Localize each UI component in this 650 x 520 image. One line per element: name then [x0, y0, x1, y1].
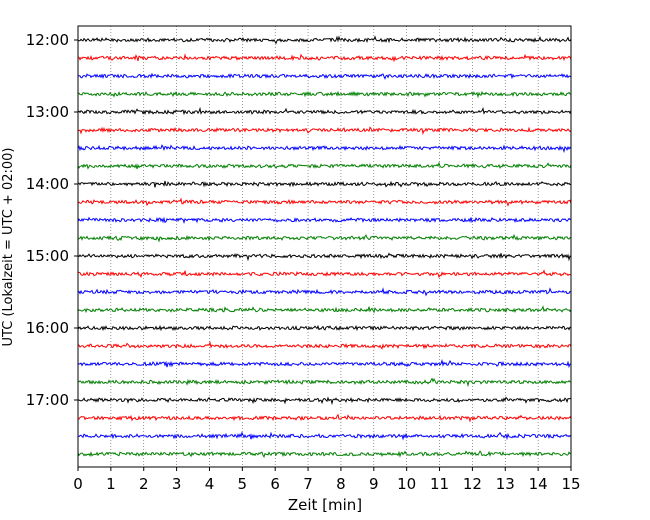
x-tick-label: 0	[73, 475, 83, 493]
x-tick-label: 3	[172, 475, 182, 493]
plot-frame	[77, 25, 572, 468]
y-tick-label: 13:00	[26, 103, 69, 121]
trace-1330	[77, 144, 572, 154]
y-tick-label: 16:00	[26, 319, 69, 337]
trace-1615	[77, 340, 572, 350]
x-axis-label: Zeit [min]	[288, 496, 362, 514]
trace-1230	[77, 72, 572, 80]
trace-1415	[77, 197, 572, 207]
trace-1300	[77, 106, 572, 116]
x-tick-label: 15	[561, 475, 580, 493]
y-axis-ticks: 12:00 13:00 14:00 15:00 16:00 17:00	[26, 31, 78, 409]
trace-1715	[77, 413, 572, 423]
trace-1745	[77, 450, 572, 458]
x-tick-label: 8	[336, 475, 346, 493]
x-tick-label: 13	[496, 475, 515, 493]
trace-1545	[77, 305, 572, 314]
trace-1400	[77, 180, 571, 188]
trace-1515	[77, 269, 572, 279]
trace-1315	[77, 126, 572, 135]
trace-1730	[77, 431, 572, 441]
trace-1600	[77, 324, 571, 332]
x-tick-label: 14	[529, 475, 548, 493]
y-tick-label: 17:00	[26, 391, 69, 409]
y-tick-label: 14:00	[26, 175, 69, 193]
trace-1530	[77, 287, 572, 297]
trace-1645	[77, 377, 571, 388]
trace-1445	[77, 233, 572, 243]
trace-1345	[77, 161, 572, 170]
trace-1215	[77, 53, 572, 63]
trace-1700	[77, 396, 572, 406]
y-tick-label: 15:00	[26, 247, 69, 265]
x-tick-label: 7	[303, 475, 313, 493]
y-axis-label: UTC (Lokalzeit = UTC + 02:00)	[1, 148, 16, 347]
trace-1430	[77, 216, 572, 225]
x-tick-label: 11	[430, 475, 449, 493]
traces	[77, 35, 572, 458]
trace-1245	[77, 90, 572, 99]
x-tick-label: 6	[270, 475, 280, 493]
x-tick-label: 1	[106, 475, 116, 493]
x-tick-label: 2	[139, 475, 149, 493]
x-tick-label: 10	[397, 475, 416, 493]
trace-1200	[77, 35, 572, 45]
y-tick-label: 12:00	[26, 31, 69, 49]
x-tick-label: 5	[238, 475, 248, 493]
x-axis-ticks: 0 1 2 3 4 5 6 7 8 9 10 11 12 13 14 15	[73, 467, 581, 493]
x-tick-label: 4	[205, 475, 215, 493]
trace-1500	[77, 252, 572, 262]
x-tick-label: 9	[369, 475, 379, 493]
trace-1630	[77, 358, 572, 369]
x-tick-label: 12	[463, 475, 482, 493]
